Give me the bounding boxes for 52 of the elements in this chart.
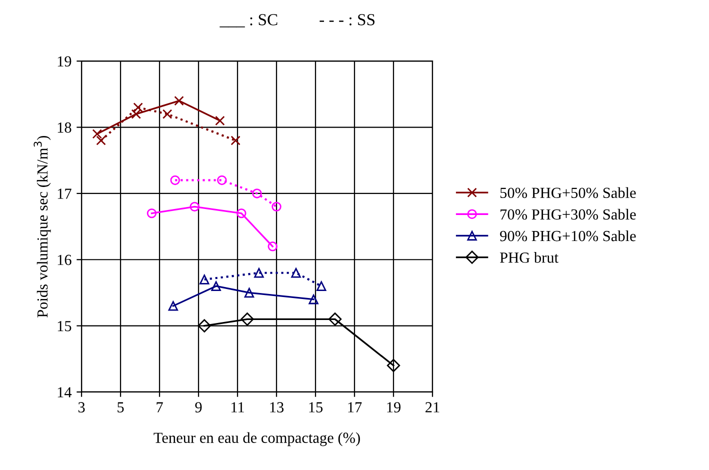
legend-label: PHG brut (500, 252, 558, 263)
y-tick-label: 18 (58, 122, 72, 133)
x-tick-label: 7 (156, 402, 163, 412)
point (162, 109, 172, 119)
point (240, 312, 254, 326)
point (96, 136, 106, 146)
point (308, 294, 318, 304)
y-tick-label: 16 (58, 254, 72, 266)
point (230, 136, 240, 146)
point (252, 188, 262, 198)
point (328, 312, 342, 326)
legend-label: 50% PHG+50% Sable (500, 187, 636, 198)
point (272, 202, 282, 212)
point (236, 208, 246, 218)
point (200, 274, 210, 284)
legend-label: 90% PHG+10% Sable (500, 230, 636, 242)
text: ___ : SC (220, 14, 278, 28)
x-tick-label: 9 (195, 402, 202, 412)
point (386, 358, 400, 372)
point (146, 208, 157, 218)
y-tick-label: 14 (58, 387, 72, 398)
x-tick-label: 5 (118, 402, 124, 412)
point (316, 281, 326, 291)
x-tick-label: 17 (348, 402, 362, 412)
x-tick-label: 11 (232, 402, 244, 412)
y-tick-label: 19 (58, 56, 72, 67)
point (133, 102, 143, 112)
y-axis-title: Poids volumique sec (kN/m$^{3}$) (34, 136, 51, 318)
point (244, 288, 254, 298)
point (217, 175, 227, 186)
x-tick-label: 15 (309, 402, 323, 412)
y-tick-label: 17 (58, 188, 72, 199)
point (215, 116, 225, 126)
point (131, 109, 141, 119)
legend-label: 70% PHG+30% Sable (500, 208, 636, 220)
point (198, 319, 211, 332)
text: - - - : SS (320, 14, 375, 26)
x-tick-label: 21 (426, 402, 440, 412)
point (211, 281, 221, 291)
point (174, 96, 184, 106)
x-tick-label: 19 (387, 402, 401, 412)
point (92, 129, 102, 139)
point (190, 202, 200, 212)
y-tick-label: 15 (58, 321, 72, 332)
point (168, 301, 178, 311)
x-tick-label: 3 (78, 402, 85, 412)
point (268, 242, 278, 252)
x-axis-title: Teneur en eau de compactage (%) (154, 432, 360, 446)
point (291, 268, 301, 278)
point (254, 268, 264, 278)
x-tick-label: 13 (270, 402, 284, 412)
point (170, 175, 180, 186)
